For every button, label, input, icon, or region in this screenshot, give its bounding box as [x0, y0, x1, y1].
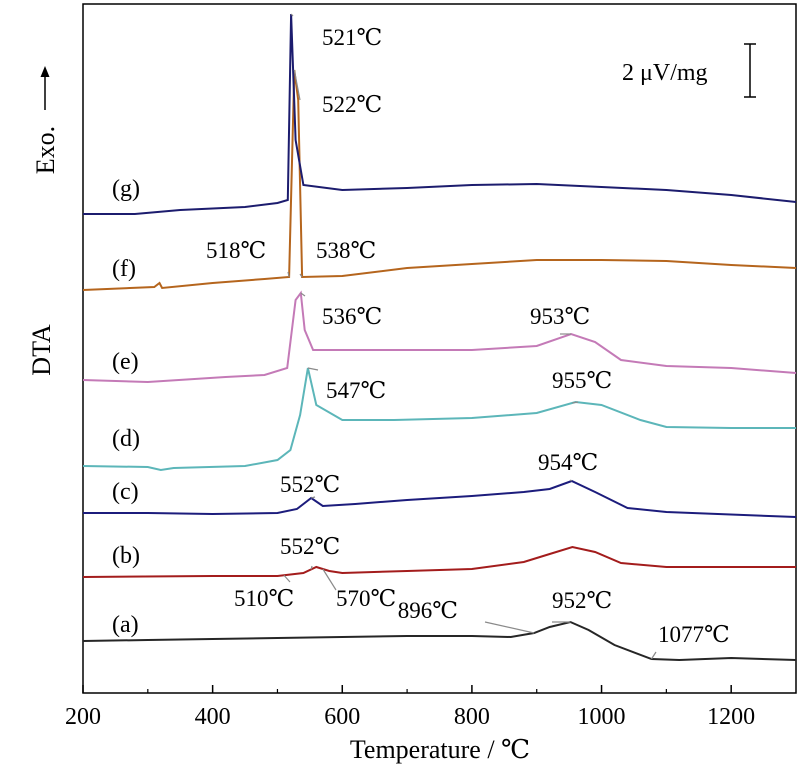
peak-label-d-1: 955℃ [552, 368, 612, 393]
exo-arrow-icon [40, 66, 50, 77]
annotations: 896℃ 952℃ 1077℃ 510℃ 552℃ 570℃ 552℃ 954℃ 547℃ 955… [206, 13, 730, 660]
peak-label-b-1: 552℃ [280, 534, 340, 559]
leader-a-2 [650, 651, 657, 660]
curve-b [82, 545, 796, 578]
curve-label-b: (b) [112, 543, 140, 569]
curve-label-e: (e) [112, 349, 139, 375]
y-axis-title: DTA [27, 324, 56, 376]
peak-label-f-2: 538℃ [316, 238, 376, 263]
x-tick-label-800: 800 [454, 704, 490, 730]
leader-c-1 [569, 479, 573, 482]
leader-c-0 [311, 496, 316, 499]
leader-a-0 [484, 621, 535, 634]
peak-label-a-1: 952℃ [552, 588, 612, 613]
leader-b-1 [310, 565, 313, 570]
peak-label-f-0: 518℃ [206, 238, 266, 263]
curve-c [83, 479, 797, 518]
peak-label-e-1: 953℃ [530, 304, 590, 329]
leader-f-1 [293, 69, 301, 101]
curve-g [83, 13, 797, 215]
peak-label-a-2: 1077℃ [658, 622, 730, 647]
peak-label-e-0: 536℃ [322, 304, 382, 329]
curves [82, 13, 797, 662]
x-tick-label-200: 200 [65, 704, 101, 730]
x-tick-label-1000: 1000 [578, 704, 626, 730]
leader-f-0 [287, 271, 290, 278]
peak-label-g-0: 521℃ [322, 25, 382, 50]
curve-e [82, 290, 797, 384]
plot-frame [82, 3, 797, 694]
peak-label-c-1: 954℃ [538, 450, 598, 475]
curve-d [82, 367, 796, 472]
x-axis: 200 400 600 800 1000 1200 [65, 685, 755, 730]
peak-label-c-0: 552℃ [280, 472, 340, 497]
peak-label-a-0: 896℃ [398, 598, 458, 623]
leader-b-2 [322, 568, 337, 591]
exo-indicator: Exo. [31, 66, 60, 174]
x-tick-label-400: 400 [195, 704, 231, 730]
curve-labels: (a) (b) (c) (d) (e) (f) (g) [112, 176, 140, 638]
exo-label: Exo. [31, 126, 60, 174]
leader-e-0 [300, 292, 306, 297]
peak-label-b-0: 510℃ [234, 586, 294, 611]
leader-f-2 [299, 273, 303, 278]
curve-label-g: (g) [112, 176, 140, 202]
leader-d-0 [307, 367, 319, 371]
peak-label-f-1: 522℃ [322, 92, 382, 117]
curve-label-c: (c) [112, 479, 139, 505]
curve-label-a: (a) [112, 612, 139, 638]
x-tick-label-1200: 1200 [707, 704, 755, 730]
x-tick-label-600: 600 [324, 704, 360, 730]
curve-label-d: (d) [112, 426, 140, 452]
x-axis-title: Temperature / ℃ [350, 735, 530, 764]
curve-label-f: (f) [112, 256, 136, 282]
scale-bar-label: 2 μV/mg [622, 60, 708, 86]
peak-label-d-0: 547℃ [326, 378, 386, 403]
leader-g-0 [290, 13, 294, 17]
peak-label-b-2: 570℃ [336, 586, 396, 611]
leader-b-0 [283, 574, 291, 583]
curve-f [82, 69, 797, 291]
scale-bar: 2 μV/mg [622, 43, 756, 98]
leader-d-1 [572, 401, 579, 404]
plot-border [82, 3, 797, 694]
